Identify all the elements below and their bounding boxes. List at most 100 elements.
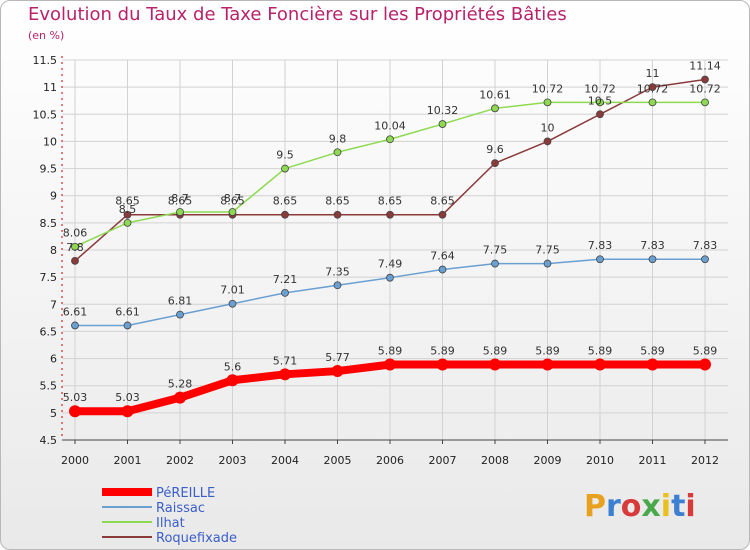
data-label: 7.35 [325, 265, 350, 278]
data-label: 10.32 [427, 104, 459, 117]
data-point [174, 391, 186, 404]
chart-title: Evolution du Taux de Taxe Foncière sur l… [28, 4, 567, 25]
data-label: 5.89 [430, 345, 455, 358]
data-label: 9.6 [486, 143, 504, 156]
data-point [226, 374, 239, 387]
data-point [436, 358, 449, 371]
legend-label: Raissac [156, 501, 205, 516]
x-tick-label: 2003 [219, 454, 247, 467]
data-point [701, 75, 709, 84]
data-label: 7.83 [588, 239, 613, 252]
data-labels: 5.03 5.03 5.28 5.6 5.71 5.77 5.89 5.89 5.89 5.89 5… [63, 60, 721, 405]
data-label: 8.06 [63, 227, 88, 240]
y-tick-label: 5 [50, 407, 57, 420]
data-point [543, 98, 552, 107]
data-point [596, 98, 604, 107]
data-point [491, 159, 499, 168]
data-label: 10 [541, 121, 555, 134]
data-label: 10.5 [588, 94, 613, 107]
data-label: 7.8 [66, 241, 84, 254]
data-point [333, 210, 342, 219]
data-point [701, 255, 709, 264]
data-point [281, 288, 289, 297]
data-label: 5.89 [693, 345, 718, 358]
x-tick-label: 2002 [166, 454, 194, 467]
data-point [541, 358, 554, 371]
legend-label: Roquefixade [156, 531, 237, 546]
data-point [123, 321, 132, 330]
x-tick-label: 2010 [586, 454, 614, 467]
data-point [491, 259, 499, 268]
data-point [71, 321, 79, 330]
data-label: 5.03 [115, 391, 140, 404]
data-point [594, 358, 606, 371]
data-point [228, 208, 237, 216]
data-point [648, 83, 657, 92]
y-tick-label: 10.5 [33, 108, 58, 121]
data-point [491, 104, 499, 113]
y-unit-label: (en %) [28, 29, 65, 42]
data-label: 8.7 [171, 192, 189, 205]
y-tick-label: 4.5 [40, 434, 58, 447]
y-tick-label: 11 [43, 81, 57, 94]
data-label: 9.5 [276, 149, 294, 162]
data-label: 7.49 [378, 258, 403, 271]
x-tick-label: 2012 [691, 454, 719, 467]
data-label: 6.61 [63, 305, 88, 318]
data-point [438, 120, 447, 128]
data-label: 5.89 [483, 345, 508, 358]
y-tick-label: 10 [43, 135, 57, 148]
data-label: 10.04 [374, 119, 406, 132]
data-label: 7.75 [535, 244, 560, 257]
data-label: 7.83 [693, 239, 718, 252]
y-tick-label: 6.5 [40, 325, 58, 338]
data-label: 10.72 [584, 82, 616, 95]
data-point [69, 405, 81, 418]
y-tick-label: 8 [50, 244, 57, 257]
data-label: 8.5 [119, 203, 137, 216]
y-tick-label: 9 [50, 190, 57, 203]
data-point [176, 310, 184, 319]
x-tick-label: 2009 [534, 454, 562, 467]
data-point [281, 210, 289, 219]
data-point [384, 358, 396, 371]
data-label: 10.61 [479, 88, 511, 101]
grid [62, 59, 728, 441]
data-point [71, 256, 79, 265]
data-label: 5.89 [535, 345, 560, 358]
data-label: 8.65 [325, 195, 350, 208]
data-label: 5.77 [325, 351, 350, 364]
data-label: 7.75 [483, 244, 508, 257]
y-tick-label: 5.5 [40, 380, 58, 393]
x-tick-label: 2006 [376, 454, 404, 467]
data-point [123, 218, 132, 227]
data-point [596, 110, 604, 119]
x-tick-label: 2008 [481, 454, 509, 467]
data-point [386, 210, 394, 219]
y-tick-label: 11.5 [33, 54, 58, 67]
y-tick-label: 7 [50, 298, 57, 311]
data-label: 11.14 [689, 60, 721, 73]
data-label: 8.65 [220, 195, 245, 208]
data-point [228, 299, 237, 308]
data-label: 7.01 [220, 284, 245, 297]
data-label: 5.28 [168, 378, 193, 391]
data-point [699, 358, 711, 371]
data-label: 8.7 [224, 192, 242, 205]
data-point [648, 255, 657, 264]
data-label: 7.21 [273, 273, 298, 286]
data-label: 11 [646, 67, 660, 80]
data-label: 8.65 [115, 195, 140, 208]
data-point [279, 368, 291, 381]
data-point [648, 98, 657, 107]
data-point [176, 208, 184, 216]
data-point [701, 98, 709, 107]
data-label: 5.89 [640, 345, 665, 358]
data-point [333, 148, 342, 157]
data-label: 5.89 [588, 345, 613, 358]
series [69, 75, 711, 418]
data-label: 10.72 [637, 82, 669, 95]
y-tick-label: 9.5 [40, 163, 58, 176]
